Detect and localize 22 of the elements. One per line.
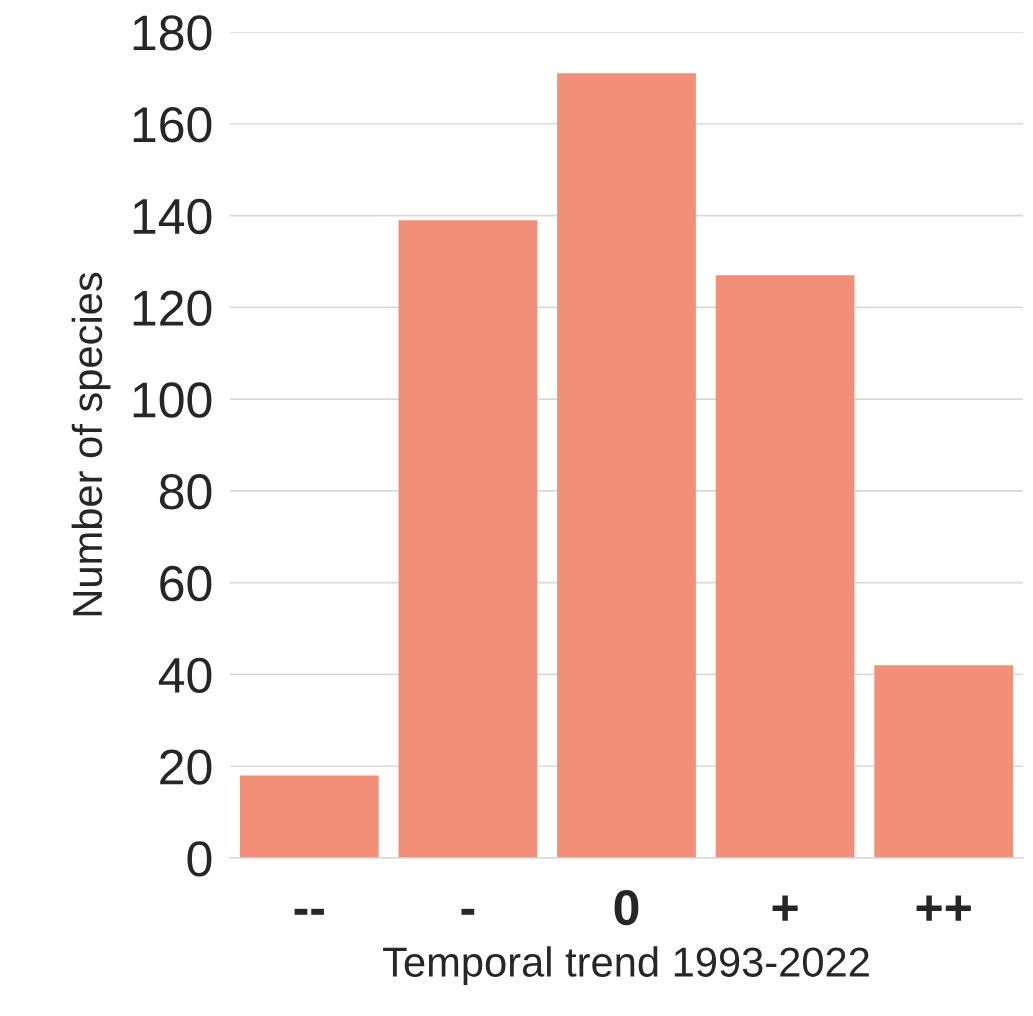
x-axis-title: Temporal trend 1993-2022: [383, 946, 869, 986]
x-tick-label: 0: [614, 889, 639, 926]
y-tick-label: 20: [160, 749, 212, 785]
bar: [239, 775, 379, 858]
x-tick-label: +: [772, 895, 798, 921]
y-tick-label: 0: [187, 841, 212, 877]
y-tick-label: 140: [133, 198, 212, 235]
bar: [874, 665, 1014, 858]
x-tick-label: -: [461, 908, 475, 915]
y-tick-label: 180: [133, 15, 212, 51]
y-tick-label: 80: [159, 474, 212, 510]
y-tick-label: 100: [133, 382, 212, 418]
y-tick-label: 40: [158, 657, 212, 694]
y-tick-label: 160: [133, 106, 212, 143]
bar: [557, 73, 696, 858]
bar: [715, 275, 855, 858]
y-tick-label: 120: [133, 290, 212, 326]
y-axis-title: Number of species: [71, 272, 111, 616]
x-tick-label: --: [294, 908, 324, 915]
y-tick-label: 60: [160, 565, 212, 602]
x-tick-label: ++: [916, 895, 971, 921]
bar: [398, 220, 538, 858]
